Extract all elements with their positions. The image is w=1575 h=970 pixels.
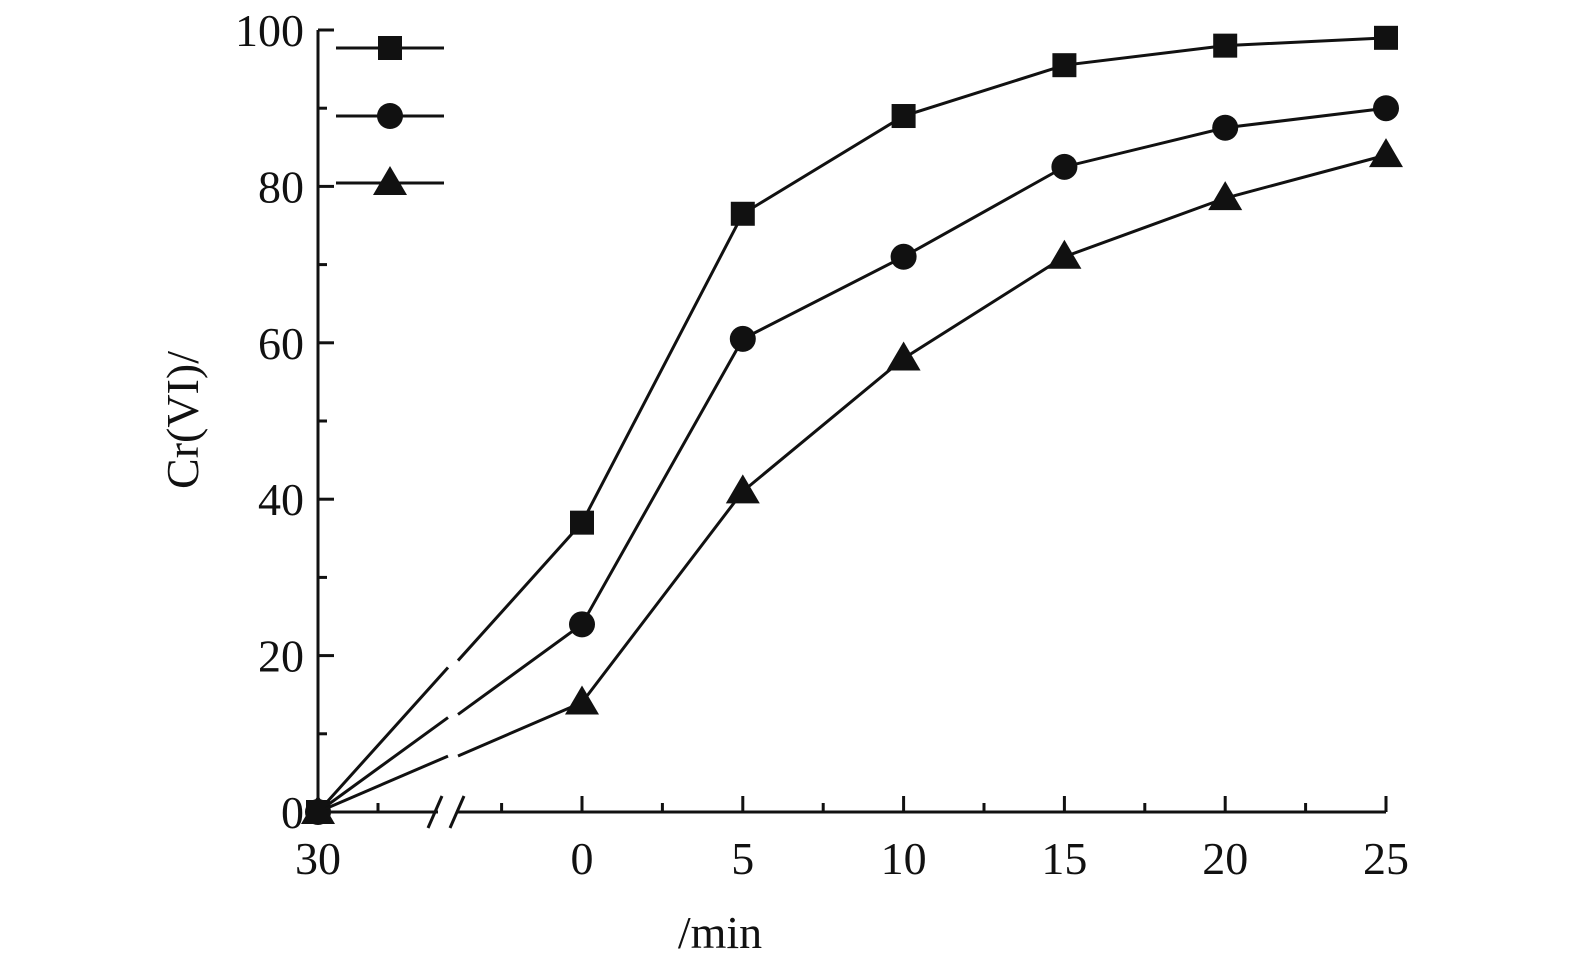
data-point [569, 611, 595, 638]
data-point [1047, 239, 1082, 269]
data-point [890, 243, 917, 270]
data-point [1373, 95, 1399, 122]
data-point [729, 325, 756, 352]
y-tick-label: 0 [281, 787, 304, 838]
legend-marker-circle [377, 103, 403, 129]
data-point [1213, 33, 1238, 58]
y-tick-label: 40 [258, 474, 304, 525]
y-tick-label: 20 [258, 631, 304, 682]
data-point [730, 201, 755, 226]
x-tick-label: 25 [1363, 833, 1409, 884]
x-tick-label: 20 [1202, 833, 1248, 884]
series-line-segment [316, 666, 450, 814]
data-point [891, 104, 916, 129]
series-line-segment [457, 623, 583, 716]
x-axis-title: /min [678, 907, 762, 958]
y-axis-title: Cr(VI)/ [157, 351, 208, 489]
series-line-segment [457, 701, 583, 758]
series-line-segment [456, 521, 584, 662]
series-layer [301, 25, 1403, 825]
data-point [1052, 53, 1077, 78]
data-point [1212, 114, 1239, 141]
data-point [725, 474, 760, 504]
x-tick-label: 10 [881, 833, 927, 884]
legend-marker-square [378, 36, 402, 60]
series-line [580, 106, 1387, 626]
data-point [301, 795, 335, 824]
data-point [1369, 138, 1403, 168]
x-tick-label: 30 [295, 833, 341, 884]
data-point [1374, 25, 1398, 50]
data-point [565, 685, 599, 715]
series-line-segment [317, 754, 449, 814]
data-point [886, 341, 921, 371]
y-tick-label: 60 [258, 318, 304, 369]
axis-break-mark [448, 795, 466, 829]
data-point [1051, 153, 1078, 180]
x-tick-label: 5 [731, 833, 754, 884]
series-line [580, 36, 1387, 524]
legend [336, 36, 444, 195]
legend-marker-triangle [373, 166, 407, 195]
data-point [1208, 181, 1243, 211]
series-line [580, 153, 1387, 704]
y-tick-label: 100 [235, 5, 304, 56]
x-tick-label: 0 [571, 833, 594, 884]
series-line-segment [317, 716, 449, 814]
x-tick-label: 15 [1041, 833, 1087, 884]
axis-break-mark [426, 795, 444, 829]
y-tick-label: 80 [258, 161, 304, 212]
data-point [570, 510, 594, 535]
series-triangle [301, 138, 1403, 824]
